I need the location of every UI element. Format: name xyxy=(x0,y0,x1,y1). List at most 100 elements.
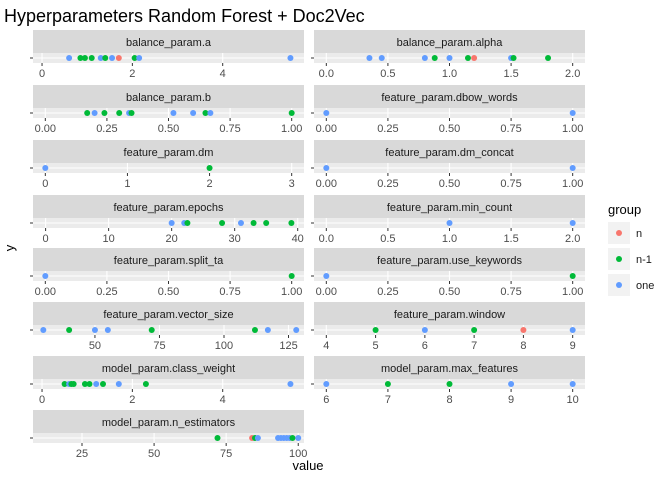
x-tick-label: 20 xyxy=(166,233,178,245)
x-tick-label: 0 xyxy=(39,394,45,406)
x-tick-label: 5 xyxy=(373,340,379,352)
facet-panel: balance_param.alpha 0.0 0.5 1.0 1.5 2.0 xyxy=(311,30,585,80)
x-tick-label: 75 xyxy=(153,340,165,352)
facet-strip-label: feature_param.use_keywords xyxy=(377,255,522,267)
data-point xyxy=(446,55,453,61)
x-tick-label: 4 xyxy=(220,68,226,80)
facet-strip-label: balance_param.a xyxy=(126,37,212,49)
data-point xyxy=(569,165,576,171)
data-point xyxy=(431,55,438,61)
data-point xyxy=(264,327,271,333)
x-tick-label: 2 xyxy=(206,178,212,190)
data-point xyxy=(136,55,143,61)
data-point xyxy=(520,327,527,333)
data-point xyxy=(214,435,221,441)
x-tick-label: 0.50 xyxy=(439,123,460,135)
x-tick-label: 0.75 xyxy=(219,286,240,298)
x-tick-label: 0.75 xyxy=(219,123,240,135)
facet-strip-label: model_param.n_estimators xyxy=(102,417,236,429)
facet-strip-label: feature_param.dm xyxy=(124,147,214,159)
facet-panel: model_param.class_weight 0 2 4 xyxy=(30,356,304,406)
data-point xyxy=(288,273,295,279)
facet-strip xyxy=(33,302,304,325)
data-point xyxy=(237,220,244,226)
x-tick-label: 1 xyxy=(124,178,130,190)
data-point xyxy=(40,327,47,333)
x-tick-label: 0.25 xyxy=(377,178,398,190)
x-tick-label: 0.25 xyxy=(96,123,117,135)
data-point xyxy=(263,220,270,226)
facet-strip xyxy=(33,85,304,108)
x-axis-label: value xyxy=(292,458,323,473)
x-tick-label: 7 xyxy=(385,394,391,406)
x-tick-label: 0.00 xyxy=(316,123,337,135)
facet-strip-label: feature_param.min_count xyxy=(387,202,512,214)
facet-panel: model_param.max_features 6 7 8 9 10 xyxy=(311,356,585,406)
data-point xyxy=(184,220,191,226)
facet-strip xyxy=(314,30,585,53)
x-tick-label: 0.75 xyxy=(500,286,521,298)
data-point xyxy=(295,435,302,441)
x-tick-label: 4 xyxy=(220,394,226,406)
data-point xyxy=(206,165,213,171)
legend: group n n-1 one xyxy=(608,202,654,296)
x-tick-label: 0 xyxy=(42,178,48,190)
data-point xyxy=(77,55,84,61)
x-tick-label: 0.5 xyxy=(380,68,395,80)
data-point xyxy=(170,110,177,116)
x-tick-label: 75 xyxy=(220,448,232,460)
x-tick-label: 9 xyxy=(508,394,514,406)
data-point xyxy=(102,55,109,61)
data-point xyxy=(66,327,73,333)
facet-panel: feature_param.min_count 0.0 0.5 1.0 1.5 2.0 xyxy=(311,195,585,245)
data-point xyxy=(289,435,296,441)
facet-strip-label: model_param.max_features xyxy=(381,363,518,375)
x-tick-label: 2.0 xyxy=(565,233,580,245)
x-tick-label: 100 xyxy=(215,340,233,352)
data-point xyxy=(384,381,391,387)
legend-marker xyxy=(616,256,622,262)
facet-strip xyxy=(33,195,304,218)
facet-panel: feature_param.vector_size 50 75 100 125 xyxy=(30,302,304,352)
facet-panel: balance_param.b 0.00 0.25 0.50 0.75 1.00 xyxy=(30,85,304,135)
x-tick-label: 6 xyxy=(422,340,428,352)
data-point xyxy=(109,55,116,61)
x-tick-label: 0.0 xyxy=(319,68,334,80)
chart-title: Hyperparameters Random Forest + Doc2Vec xyxy=(4,6,365,26)
data-point xyxy=(510,55,517,61)
data-point xyxy=(372,327,379,333)
data-point xyxy=(471,55,478,61)
x-tick-label: 0.25 xyxy=(377,123,398,135)
data-point xyxy=(569,327,576,333)
facet-strip-label: balance_param.alpha xyxy=(397,37,504,49)
facet-strip-label: feature_param.window xyxy=(394,309,505,321)
x-tick-label: 4 xyxy=(323,340,329,352)
facet-strip xyxy=(33,356,304,379)
facet-strip-label: model_param.class_weight xyxy=(102,363,235,375)
facet-strip xyxy=(33,410,304,433)
x-tick-label: 3 xyxy=(289,178,295,190)
data-point xyxy=(250,220,257,226)
data-point xyxy=(569,273,576,279)
x-tick-label: 0.50 xyxy=(158,123,179,135)
x-tick-label: 40 xyxy=(292,233,304,245)
x-tick-label: 50 xyxy=(148,448,160,460)
x-tick-label: 0.00 xyxy=(316,286,337,298)
facet-panel: balance_param.a 0 2 4 xyxy=(30,30,304,80)
data-point xyxy=(293,327,300,333)
data-point xyxy=(545,55,552,61)
facet-strip xyxy=(314,140,585,163)
data-point xyxy=(81,381,88,387)
facet-strip xyxy=(33,248,304,271)
data-point xyxy=(254,435,261,441)
data-point xyxy=(93,381,100,387)
x-tick-label: 1.00 xyxy=(562,286,583,298)
data-point xyxy=(569,381,576,387)
data-point xyxy=(115,381,122,387)
data-point xyxy=(91,110,98,116)
facet-strip xyxy=(314,195,585,218)
x-tick-label: 6 xyxy=(323,394,329,406)
x-tick-label: 1.00 xyxy=(562,178,583,190)
data-point xyxy=(288,110,295,116)
